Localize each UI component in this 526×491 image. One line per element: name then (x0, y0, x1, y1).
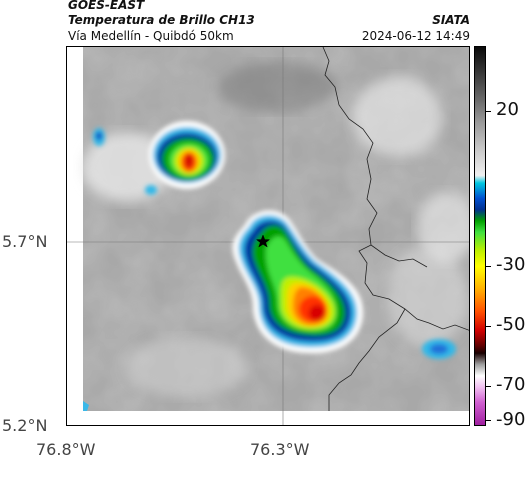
satellite-map (66, 46, 470, 426)
route-subtitle: Vía Medellín - Quibdó 50km (68, 29, 234, 43)
lat-label-5-7: 5.7°N (2, 232, 48, 251)
colorbar-label: -90 (496, 409, 526, 430)
colorbar-tick (486, 386, 491, 387)
lat-label-5-2: 5.2°N (2, 416, 48, 435)
colorbar-label: 20 (496, 99, 519, 120)
no-data-strip-bottom (67, 411, 469, 425)
cloud-cell-corner (83, 401, 89, 411)
star-icon (255, 234, 271, 248)
map-image (67, 47, 469, 425)
storm-cell-main (232, 210, 364, 354)
agency-label: SIATA (432, 13, 470, 27)
colorbar-tick (486, 326, 491, 327)
colorbar-label: -30 (496, 254, 526, 275)
colorbar-tick (486, 266, 491, 267)
storm-cell-north (149, 121, 225, 189)
colorbar-label: -50 (496, 314, 526, 335)
colorbar-tick (486, 111, 491, 112)
product-title: Temperatura de Brillo CH13 (68, 13, 255, 27)
colorbar-tick (486, 420, 491, 421)
colorbar-label: -70 (496, 374, 526, 395)
lon-label-76-3: 76.3°W (250, 440, 310, 459)
no-data-strip (67, 47, 83, 425)
boundary-lines (322, 47, 469, 411)
lon-label-76-8: 76.8°W (36, 440, 96, 459)
small-cloud-cells (93, 128, 456, 359)
timestamp-label: 2024-06-12 14:49 (361, 29, 470, 43)
temperature-colorbar (474, 46, 486, 426)
satellite-title: GOES-EAST (68, 0, 145, 12)
